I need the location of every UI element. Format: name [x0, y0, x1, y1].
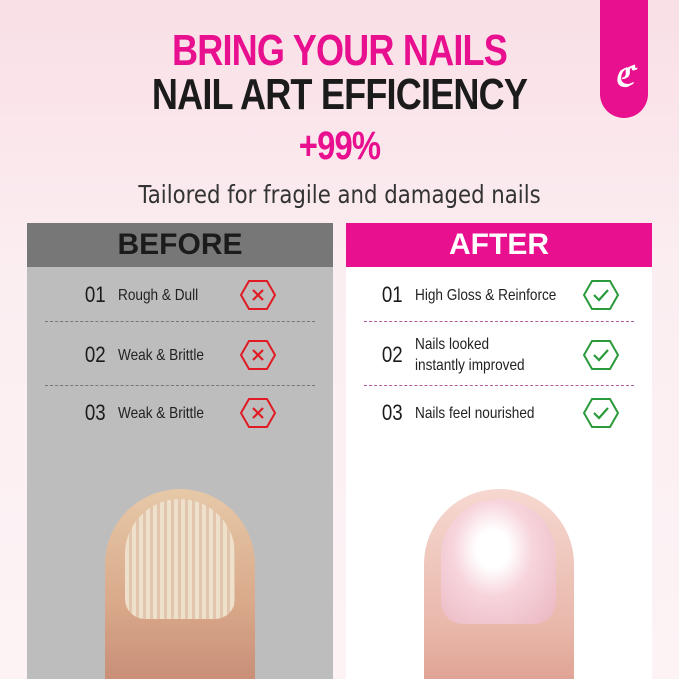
divider	[364, 385, 634, 386]
list-item: 02 Nails looked instantly improved	[346, 336, 652, 374]
x-hexagon-icon	[239, 398, 277, 428]
list-item: 01 Rough & Dull	[27, 279, 333, 311]
headline-line2: NAIL ART EFFICIENCY	[151, 70, 528, 119]
item-text: Weak & Brittle	[118, 346, 204, 364]
list-item: 01 High Gloss & Reinforce	[346, 279, 652, 311]
damaged-nail-plate	[125, 499, 235, 619]
healthy-nail-plate	[441, 499, 556, 624]
x-hexagon-icon	[239, 280, 277, 310]
subtitle: Tailored for fragile and damaged nails	[138, 180, 541, 209]
check-hexagon-icon	[582, 398, 620, 428]
item-number: 03	[84, 400, 106, 425]
list-item: 02 Weak & Brittle	[27, 339, 333, 371]
x-hexagon-icon	[239, 340, 277, 370]
divider	[45, 321, 315, 322]
brand-logo: ℭ	[600, 0, 648, 118]
item-text: Weak & Brittle	[118, 404, 204, 422]
item-number: 01	[84, 282, 106, 307]
item-number: 02	[381, 342, 403, 367]
item-number: 02	[84, 342, 106, 367]
item-text: High Gloss & Reinforce	[415, 286, 557, 304]
headline-percent: +99%	[298, 124, 381, 168]
list-item: 03 Nails feel nourished	[346, 397, 652, 429]
item-text: Nails looked instantly improved	[415, 336, 525, 374]
check-hexagon-icon	[582, 340, 620, 370]
after-panel: AFTER 01 High Gloss & Reinforce 02 Nails l…	[346, 223, 652, 679]
before-panel: BEFORE 01 Rough & Dull 02 Weak & Brittle 0…	[27, 223, 333, 679]
after-title: AFTER	[346, 223, 652, 267]
before-title: BEFORE	[27, 223, 333, 267]
headline-line1: BRING YOUR NAILS	[171, 26, 508, 75]
check-hexagon-icon	[582, 280, 620, 310]
divider	[364, 321, 634, 322]
item-number: 01	[381, 282, 403, 307]
list-item: 03 Weak & Brittle	[27, 397, 333, 429]
item-text: Rough & Dull	[118, 286, 199, 304]
item-text: Nails feel nourished	[415, 404, 535, 422]
divider	[45, 385, 315, 386]
item-number: 03	[381, 400, 403, 425]
